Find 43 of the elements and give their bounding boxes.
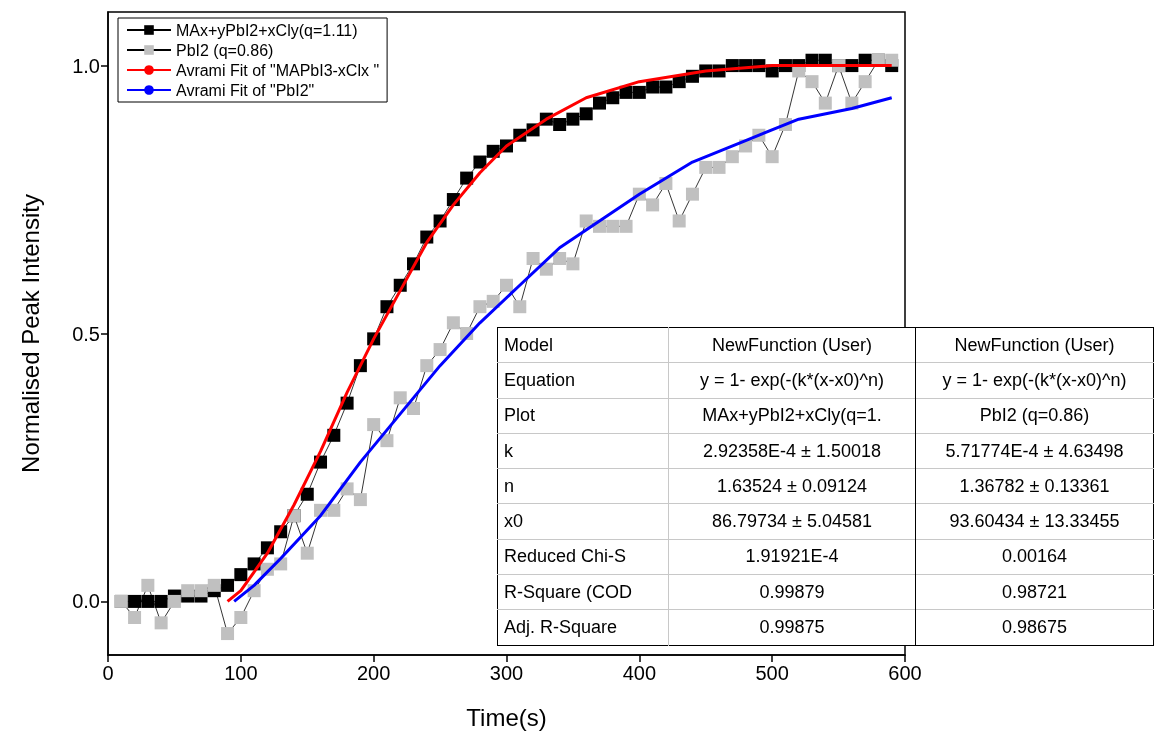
x-tick-label: 300 — [489, 662, 524, 684]
text: 0.00164 — [915, 539, 1154, 575]
legend-label: MAx+yPbI2+xCly(q=1.11) — [176, 21, 358, 39]
annotation: 0.99879 — [668, 574, 916, 610]
text: 5.71774E-4 ± 4.63498 — [915, 433, 1154, 469]
x-tick-label: 600 — [888, 662, 922, 684]
x-tick-label: 400 — [622, 662, 657, 684]
text: PbI2 (q=0.86) — [915, 398, 1154, 434]
x-tick-label: 0 — [102, 662, 114, 684]
annotation: MAx+yPbI2+xCly(q=1. — [668, 398, 916, 434]
y-axis-title: Normalised Peak Intensity — [16, 194, 44, 473]
text: 93.60434 ± 13.33455 — [915, 503, 1154, 540]
annotation: x0 — [497, 503, 669, 540]
annotation: R-Square (COD — [497, 574, 669, 610]
annotation: 86.79734 ± 5.04581 — [668, 503, 916, 540]
x-tick-label: 500 — [755, 662, 789, 684]
x-axis-title: Time(s) — [466, 703, 547, 731]
annotation: 0.99875 — [668, 609, 916, 646]
y-tick-label: 0.0 — [72, 590, 100, 613]
text: 0.98721 — [915, 574, 1154, 610]
x-tick-label: 200 — [356, 662, 391, 684]
annotation: 1.63524 ± 0.09124 — [668, 468, 916, 504]
annotation: NewFunction (User) — [668, 327, 916, 363]
annotation: Plot — [497, 398, 669, 434]
x-tick-label: 100 — [224, 662, 258, 684]
annotation: n — [497, 468, 669, 504]
annotation: Equation — [497, 362, 669, 399]
annotation: 1.91921E-4 — [668, 539, 916, 575]
annotation: Reduced Chi-S — [497, 539, 669, 575]
text: 0.98675 — [915, 609, 1154, 646]
annotation: y = 1- exp(-(k*(x-x0)^n) — [668, 362, 916, 399]
annotation: Adj. R-Square — [497, 609, 669, 646]
text: y = 1- exp(-(k*(x-x0)^n) — [915, 362, 1154, 399]
y-tick-label: 1.0 — [72, 54, 100, 77]
text: NewFunction (User) — [953, 333, 1116, 357]
annotation: k — [497, 433, 669, 469]
text: 1.36782 ± 0.13361 — [915, 468, 1154, 504]
annotation: 2.92358E-4 ± 1.50018 — [668, 433, 916, 469]
legend-label: PbI2 (q=0.86) — [176, 41, 274, 59]
y-tick-label: 0.5 — [72, 322, 100, 345]
annotation: Model — [497, 327, 669, 363]
legend-label: Avrami Fit of "MAPbI3-xClx " — [176, 61, 380, 79]
legend-label: Avrami Fit of "PbI2" — [176, 81, 315, 99]
